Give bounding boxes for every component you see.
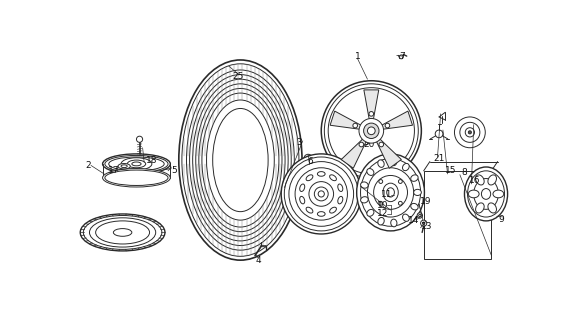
Circle shape (281, 154, 361, 234)
Ellipse shape (468, 190, 479, 198)
Ellipse shape (118, 164, 130, 169)
Ellipse shape (402, 214, 409, 221)
Text: 4: 4 (256, 256, 261, 265)
Polygon shape (330, 111, 362, 129)
Ellipse shape (378, 218, 384, 225)
Circle shape (435, 130, 443, 138)
Text: 14: 14 (409, 216, 420, 225)
Ellipse shape (493, 190, 504, 198)
Ellipse shape (367, 169, 374, 175)
Ellipse shape (488, 175, 497, 185)
Ellipse shape (102, 154, 170, 174)
Polygon shape (364, 90, 379, 120)
Text: 20: 20 (364, 140, 375, 149)
Circle shape (137, 136, 143, 142)
Circle shape (359, 118, 384, 143)
Circle shape (364, 123, 379, 139)
Text: 15: 15 (445, 166, 457, 175)
Text: 9: 9 (498, 215, 504, 224)
Text: 5: 5 (171, 166, 177, 175)
Text: 8: 8 (461, 168, 467, 177)
Ellipse shape (411, 175, 418, 181)
Text: 1: 1 (355, 52, 361, 61)
Ellipse shape (367, 209, 374, 216)
Text: 11: 11 (381, 190, 392, 199)
Text: 3: 3 (296, 138, 302, 147)
Text: 18: 18 (146, 156, 157, 164)
Circle shape (398, 180, 402, 183)
Circle shape (379, 142, 384, 147)
Bar (161, 164, 171, 170)
Ellipse shape (488, 203, 497, 213)
Text: 7: 7 (399, 52, 405, 61)
Circle shape (321, 81, 422, 181)
Ellipse shape (361, 197, 368, 203)
Text: 2: 2 (85, 161, 90, 170)
Circle shape (379, 180, 383, 183)
Polygon shape (341, 138, 366, 168)
Circle shape (385, 123, 390, 128)
Text: 10: 10 (377, 201, 388, 210)
Ellipse shape (378, 160, 384, 167)
Bar (424, 171, 492, 260)
Circle shape (353, 123, 357, 128)
Polygon shape (381, 111, 413, 129)
Ellipse shape (402, 164, 409, 171)
Ellipse shape (361, 182, 368, 188)
Text: 12: 12 (377, 210, 388, 219)
Ellipse shape (391, 158, 397, 166)
Circle shape (369, 112, 374, 116)
Ellipse shape (411, 204, 418, 210)
Circle shape (398, 201, 402, 205)
Ellipse shape (414, 189, 422, 196)
Circle shape (362, 137, 370, 145)
Text: 19: 19 (420, 197, 431, 206)
Ellipse shape (391, 219, 397, 227)
Ellipse shape (80, 214, 165, 251)
Circle shape (455, 117, 485, 148)
Text: 21: 21 (434, 154, 445, 163)
Ellipse shape (179, 60, 302, 260)
Text: 17: 17 (108, 166, 119, 175)
Ellipse shape (102, 169, 170, 187)
Circle shape (379, 201, 383, 205)
Ellipse shape (476, 175, 484, 185)
Circle shape (304, 154, 312, 163)
Circle shape (420, 220, 427, 226)
Text: 16: 16 (469, 176, 481, 185)
Ellipse shape (476, 203, 484, 213)
Circle shape (359, 142, 364, 147)
Polygon shape (376, 138, 401, 168)
Text: 6: 6 (307, 157, 313, 166)
Ellipse shape (357, 154, 424, 231)
Ellipse shape (464, 167, 508, 221)
Text: 25: 25 (233, 72, 244, 81)
Circle shape (399, 55, 403, 59)
Circle shape (368, 127, 375, 135)
Text: 13: 13 (422, 222, 433, 231)
Circle shape (417, 213, 423, 218)
Circle shape (468, 131, 471, 134)
